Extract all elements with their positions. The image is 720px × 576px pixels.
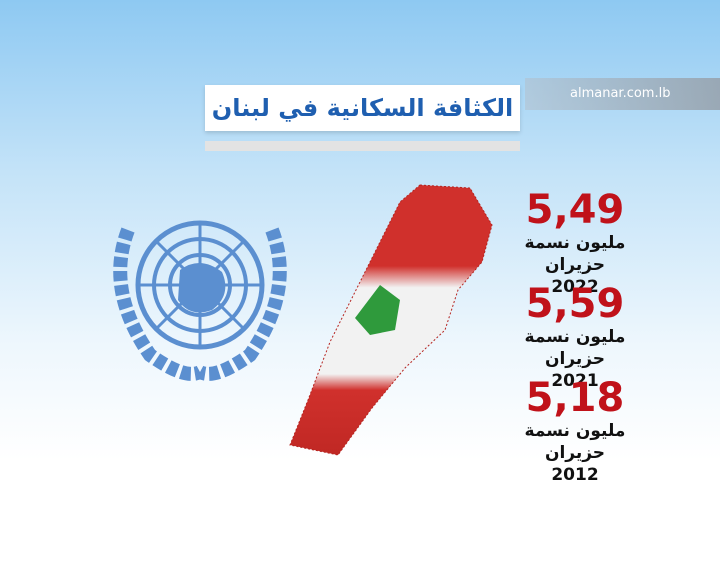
- stat-value: 5,59: [525, 281, 625, 327]
- stat-value: 5,18: [525, 375, 625, 421]
- logo-text: almanar.com.lb: [570, 86, 671, 101]
- stat-date: حزيران 2012: [544, 443, 606, 485]
- stat: 5,59 مليون نسمة حزيران 2021: [520, 282, 630, 392]
- stat-unit: مليون نسمة: [524, 327, 626, 347]
- title-underbar: [205, 141, 520, 151]
- stat-date: حزيران 2021: [544, 349, 606, 391]
- stat-unit: مليون نسمة: [524, 233, 626, 253]
- un-emblem: [113, 220, 287, 381]
- stat: 5,49 مليون نسمة حزيران 2022: [520, 188, 630, 298]
- stat: 5,18 مليون نسمة حزيران 2012: [520, 376, 630, 486]
- logo: almanar.com.lb: [525, 78, 720, 110]
- stat-unit: مليون نسمة: [524, 421, 626, 441]
- stat-value: 5,49: [525, 187, 625, 233]
- title: الكثافة السكانية في لبنان: [205, 85, 520, 131]
- cedar: [355, 285, 400, 335]
- stat-date: حزيران 2022: [544, 255, 606, 297]
